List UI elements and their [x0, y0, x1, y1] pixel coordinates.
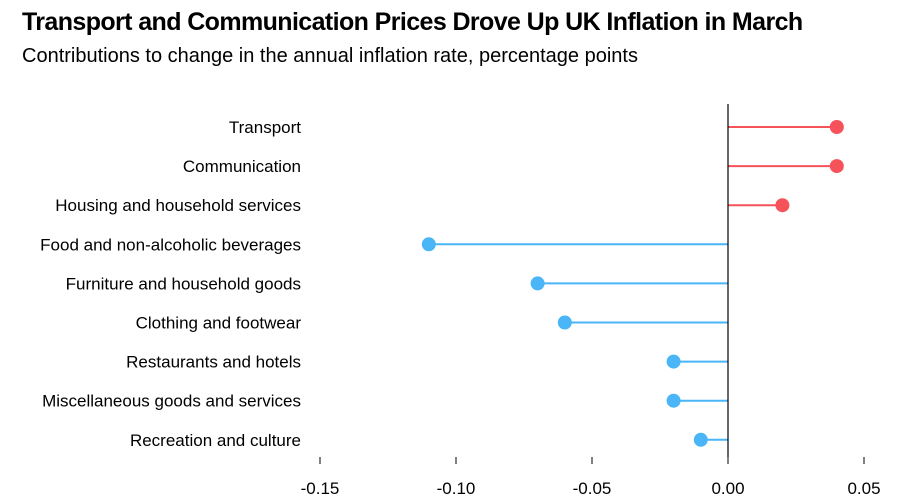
- category-label-food-and-non-alcoholic-beverages: Food and non-alcoholic beverages: [40, 235, 301, 254]
- category-labels: Transport Communication Housing and househ…: [40, 118, 301, 450]
- category-label-restaurants-and-hotels: Restaurants and hotels: [126, 353, 301, 372]
- category-label-transport: Transport: [229, 118, 301, 137]
- category-label-housing-and-household-services: Housing and household services: [55, 196, 301, 215]
- dot-housing-and-household-services: [775, 198, 790, 213]
- x-axis-ticks: -0.15 -0.10 -0.05 0.00 0.05: [301, 457, 881, 497]
- category-label-communication: Communication: [183, 157, 301, 176]
- x-tick-label-0: -0.15: [301, 479, 340, 497]
- category-label-clothing-and-footwear: Clothing and footwear: [136, 314, 302, 333]
- x-tick-label-1: -0.10: [437, 479, 476, 497]
- x-tick-label-3: 0.00: [711, 479, 744, 497]
- chart-subtitle: Contributions to change in the annual in…: [22, 45, 638, 67]
- dot-restaurants-and-hotels: [666, 354, 681, 369]
- dots-group: [421, 120, 844, 447]
- category-label-recreation-and-culture: Recreation and culture: [130, 431, 301, 450]
- stems-group: [428, 126, 837, 441]
- dot-furniture-and-household-goods: [530, 276, 545, 291]
- category-label-furniture-and-household-goods: Furniture and household goods: [66, 274, 301, 293]
- x-tick-label-4: 0.05: [847, 479, 880, 497]
- dot-communication: [829, 159, 844, 174]
- x-tick-label-2: -0.05: [573, 479, 612, 497]
- dot-recreation-and-culture: [693, 432, 708, 447]
- dot-food-and-non-alcoholic-beverages: [421, 237, 436, 252]
- dot-transport: [829, 120, 844, 134]
- category-label-miscellaneous-goods-and-services: Miscellaneous goods and services: [42, 392, 301, 411]
- dot-miscellaneous-goods-and-services: [666, 393, 681, 408]
- dot-clothing-and-footwear: [557, 315, 572, 330]
- chart-title: Transport and Communication Prices Drove…: [22, 8, 803, 36]
